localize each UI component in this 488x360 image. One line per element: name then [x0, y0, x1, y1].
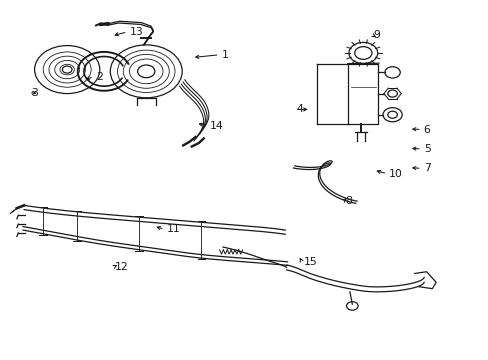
- Text: 8: 8: [345, 196, 351, 206]
- Text: 6: 6: [423, 125, 430, 135]
- Text: 14: 14: [209, 121, 223, 131]
- Text: 7: 7: [423, 163, 430, 174]
- Text: 10: 10: [388, 168, 402, 179]
- Text: 1: 1: [221, 50, 228, 60]
- Text: 2: 2: [96, 72, 102, 82]
- Text: 13: 13: [129, 27, 143, 37]
- Text: 5: 5: [423, 144, 430, 154]
- Text: 15: 15: [304, 257, 317, 267]
- Text: 4: 4: [296, 104, 303, 114]
- Text: 12: 12: [115, 262, 129, 272]
- Text: 11: 11: [166, 224, 180, 234]
- Text: 3: 3: [31, 87, 38, 98]
- Text: 9: 9: [373, 30, 380, 40]
